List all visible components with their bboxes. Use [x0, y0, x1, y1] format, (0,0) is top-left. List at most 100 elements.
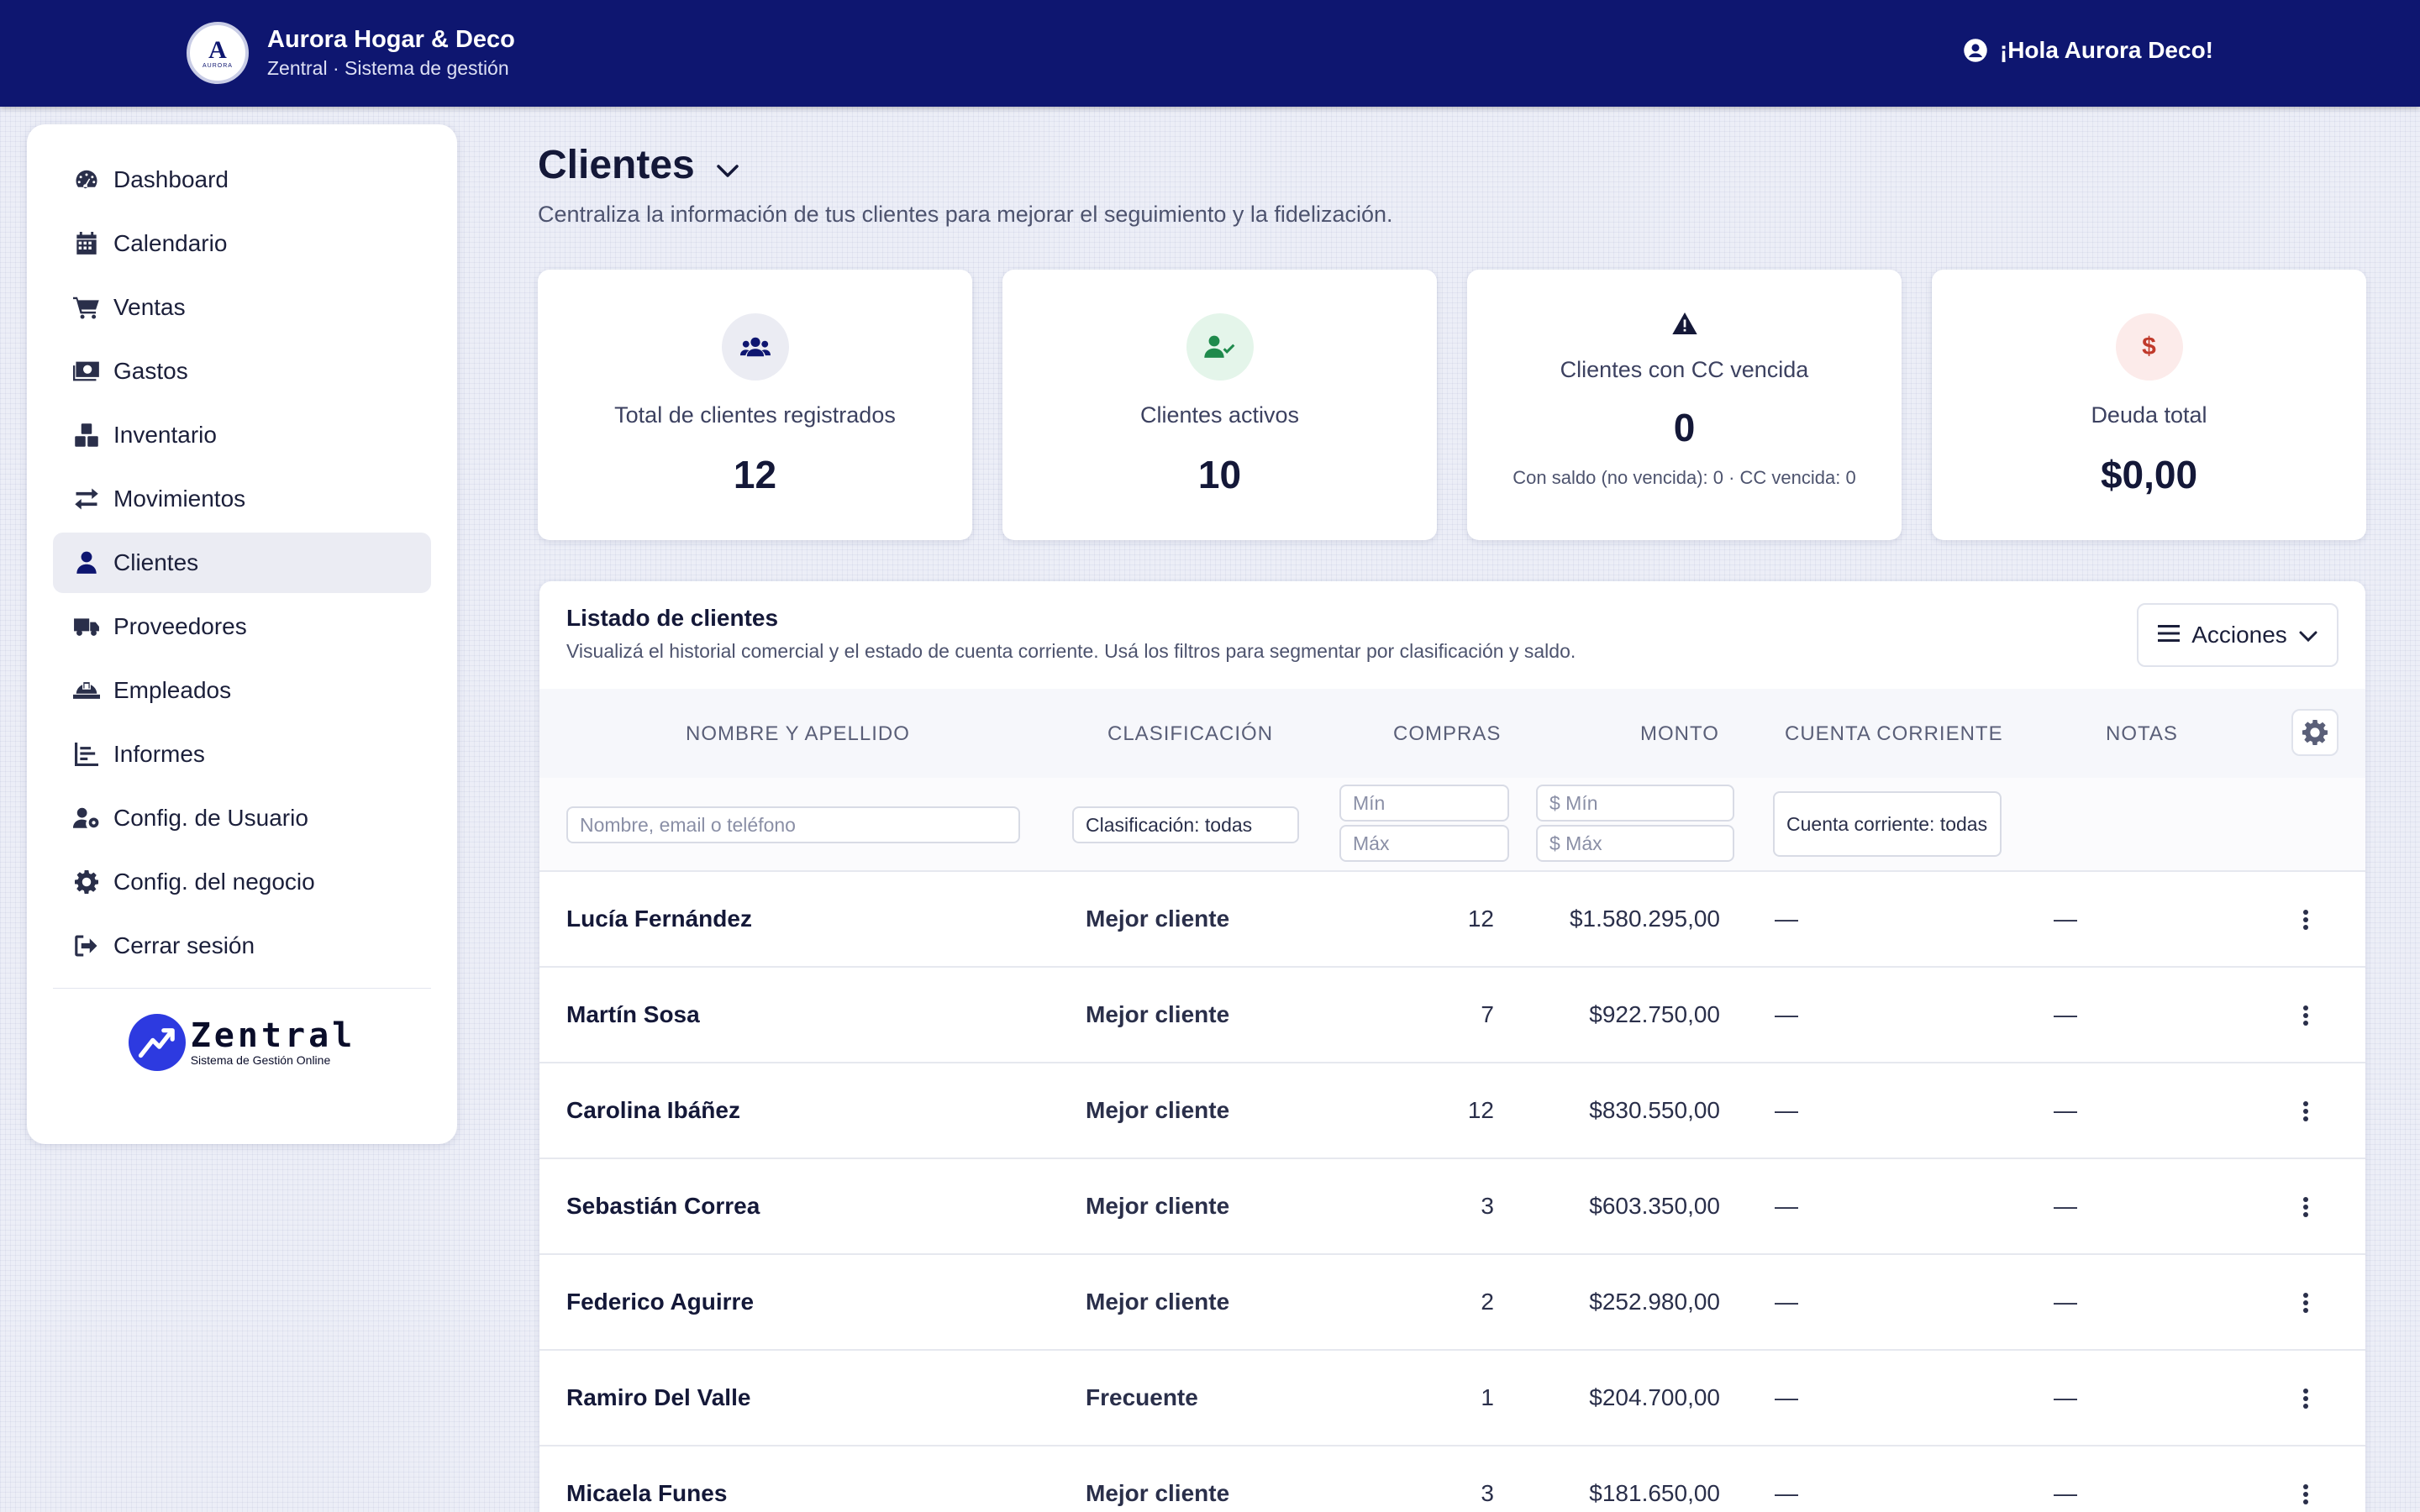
name-search-input[interactable]: Nombre, email o teléfono: [566, 806, 1020, 843]
column-header-classification[interactable]: CLASIFICACIÓN: [1107, 722, 1274, 745]
client-name[interactable]: Ramiro Del Valle: [566, 1384, 751, 1410]
kebab-menu-icon[interactable]: [2293, 1482, 2318, 1507]
client-classification: Mejor cliente: [1086, 1289, 1230, 1315]
sidebar: Dashboard Calendario Ventas Gastos Inven…: [27, 124, 457, 1144]
sidebar-item-config-usuario[interactable]: Config. de Usuario: [53, 788, 431, 848]
sidebar-item-cerrar-sesion[interactable]: Cerrar sesión: [53, 916, 431, 976]
sidebar-item-config-negocio[interactable]: Config. del negocio: [53, 852, 431, 912]
user-check-icon: [1186, 313, 1254, 381]
stat-card-active-clients: Clientes activos 10: [1002, 270, 1437, 540]
sidebar-item-inventario[interactable]: Inventario: [53, 405, 431, 465]
page-title[interactable]: Clientes: [538, 134, 2365, 195]
chevron-down-icon[interactable]: [715, 144, 740, 190]
table-row[interactable]: Lucía Fernández Mejor cliente 12 $1.580.…: [539, 872, 2365, 968]
client-classification: Mejor cliente: [1086, 1193, 1230, 1219]
client-name[interactable]: Federico Aguirre: [566, 1289, 755, 1315]
sidebar-item-label: Dashboard: [113, 166, 229, 192]
filter-row: Nombre, email o teléfono Clasificación: …: [539, 778, 2365, 872]
stat-card-total-clients: Total de clientes registrados 12: [538, 270, 972, 540]
client-notes: —: [2054, 1193, 2077, 1219]
column-header-amount[interactable]: MONTO: [1640, 722, 1719, 745]
classification-select[interactable]: Clasificación: todas: [1072, 806, 1299, 843]
stat-value: 10: [1197, 453, 1242, 496]
column-header-current-account[interactable]: CUENTA CORRIENTE: [1785, 722, 2003, 745]
sidebar-item-informes[interactable]: Informes: [53, 724, 431, 785]
gauge-icon: [73, 166, 100, 193]
users-icon: [721, 313, 789, 381]
chevron-down-icon: [2299, 622, 2317, 648]
kebab-menu-icon[interactable]: [2293, 1194, 2318, 1220]
sidebar-item-label: Clientes: [113, 549, 199, 575]
current-account-select[interactable]: Cuenta corriente: todas: [1773, 791, 2002, 857]
sidebar-item-label: Calendario: [113, 230, 228, 256]
sidebar-item-ventas[interactable]: Ventas: [53, 277, 431, 338]
column-settings-button[interactable]: [2291, 709, 2338, 756]
client-current-account: —: [1775, 1001, 1798, 1027]
kebab-menu-icon[interactable]: [2293, 1386, 2318, 1411]
gear-icon: [73, 869, 100, 895]
column-header-purchases[interactable]: COMPRAS: [1393, 722, 1502, 745]
table-row[interactable]: Martín Sosa Mejor cliente 7 $922.750,00 …: [539, 968, 2365, 1063]
sidebar-item-clientes[interactable]: Clientes: [53, 533, 431, 593]
column-header-notes[interactable]: NOTAS: [2106, 722, 2178, 745]
logout-icon: [73, 932, 100, 959]
user-gear-icon: [73, 805, 100, 832]
kebab-menu-icon[interactable]: [2293, 907, 2318, 932]
client-name[interactable]: Carolina Ibáñez: [566, 1097, 740, 1123]
actions-dropdown[interactable]: Acciones: [2137, 603, 2338, 667]
client-purchases: 1: [1481, 1384, 1494, 1410]
sidebar-item-gastos[interactable]: Gastos: [53, 341, 431, 402]
sidebar-item-calendario[interactable]: Calendario: [53, 213, 431, 274]
warning-icon: [1668, 307, 1702, 340]
kebab-menu-icon[interactable]: [2293, 1003, 2318, 1028]
client-amount: $252.980,00: [1589, 1289, 1720, 1315]
boxes-icon: [73, 422, 100, 449]
page-title-text: Clientes: [538, 142, 695, 187]
sidebar-item-label: Gastos: [113, 358, 188, 384]
stat-card-total-debt: $ Deuda total $0,00: [1932, 270, 2366, 540]
table-row[interactable]: Federico Aguirre Mejor cliente 2 $252.98…: [539, 1255, 2365, 1351]
menu-icon: [2158, 622, 2181, 648]
client-current-account: —: [1775, 1480, 1798, 1506]
table-row[interactable]: Micaela Funes Mejor cliente 3 $181.650,0…: [539, 1446, 2365, 1512]
stat-label: Deuda total: [2091, 402, 2207, 428]
client-name[interactable]: Martín Sosa: [566, 1001, 700, 1027]
brand[interactable]: A AURORA Aurora Hogar & Deco Zentral · S…: [187, 22, 515, 84]
client-purchases: 12: [1467, 1097, 1494, 1123]
client-name[interactable]: Sebastián Correa: [566, 1193, 760, 1219]
sidebar-item-label: Proveedores: [113, 613, 247, 639]
main-content: Clientes Centraliza la información de tu…: [538, 134, 2366, 1512]
sidebar-item-empleados[interactable]: Empleados: [53, 660, 431, 721]
brand-logo: A AURORA: [187, 22, 249, 84]
client-current-account: —: [1775, 1289, 1798, 1315]
sidebar-item-dashboard[interactable]: Dashboard: [53, 150, 431, 210]
sidebar-item-movimientos[interactable]: Movimientos: [53, 469, 431, 529]
client-purchases: 2: [1481, 1289, 1494, 1315]
client-purchases: 3: [1481, 1480, 1494, 1506]
client-current-account: —: [1775, 1097, 1798, 1123]
amount-min-input[interactable]: $ Mín: [1536, 785, 1734, 822]
sidebar-item-proveedores[interactable]: Proveedores: [53, 596, 431, 657]
brand-subtitle: Zentral · Sistema de gestión: [267, 57, 509, 79]
stat-value: $0,00: [2100, 453, 2198, 496]
user-circle-icon: [1964, 39, 1987, 62]
purchases-max-input[interactable]: Máx: [1339, 825, 1509, 862]
sidebar-item-label: Movimientos: [113, 486, 246, 512]
client-name[interactable]: Micaela Funes: [566, 1480, 728, 1506]
client-classification: Mejor cliente: [1086, 1480, 1230, 1506]
client-purchases: 3: [1481, 1193, 1494, 1219]
table-row[interactable]: Carolina Ibáñez Mejor cliente 12 $830.55…: [539, 1063, 2365, 1159]
purchases-min-input[interactable]: Mín: [1339, 785, 1509, 822]
column-header-name[interactable]: NOMBRE Y APELLIDO: [686, 722, 910, 745]
client-current-account: —: [1775, 906, 1798, 932]
table-row[interactable]: Sebastián Correa Mejor cliente 3 $603.35…: [539, 1159, 2365, 1255]
user-greeting[interactable]: ¡Hola Aurora Deco!: [1963, 37, 2213, 64]
sidebar-item-label: Config. de Usuario: [113, 805, 308, 831]
amount-max-input[interactable]: $ Máx: [1536, 825, 1734, 862]
chart-icon: [73, 741, 100, 768]
kebab-menu-icon[interactable]: [2293, 1099, 2318, 1124]
table-row[interactable]: Ramiro Del Valle Frecuente 1 $204.700,00…: [539, 1351, 2365, 1446]
stat-label: Clientes activos: [1139, 402, 1300, 428]
client-name[interactable]: Lucía Fernández: [566, 906, 752, 932]
kebab-menu-icon[interactable]: [2293, 1290, 2318, 1315]
